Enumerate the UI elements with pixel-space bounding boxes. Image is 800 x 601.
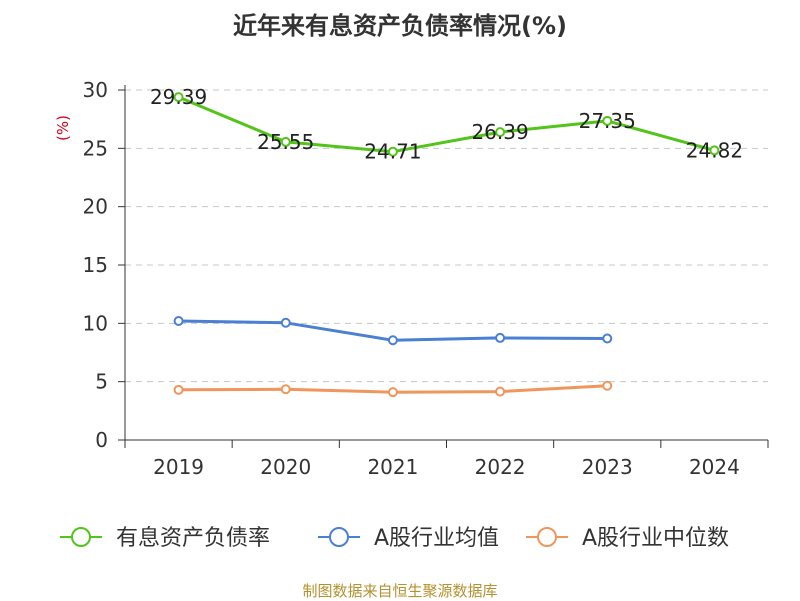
y-tick-label: 5 [95,370,108,394]
data-point [602,333,613,344]
legend-label: A股行业均值 [374,526,499,551]
x-tick-label: 2024 [689,455,740,479]
x-tick-label: 2023 [582,455,633,479]
data-label: 24.82 [686,138,743,162]
legend-marker [537,527,557,547]
y-tick-label: 15 [83,253,108,277]
legend-marker [71,527,91,547]
y-axis-label: (%) [54,115,72,141]
x-tick-label: 2019 [153,455,204,479]
y-tick-label: 25 [83,136,108,160]
data-label: 24.71 [364,140,421,164]
data-point [602,115,613,126]
legend-label: 有息资产负债率 [116,526,270,551]
legend-label: A股行业中位数 [582,526,729,551]
source-note: 制图数据来自恒生聚源数据库 [302,582,498,600]
data-point [387,146,398,157]
data-point [173,92,184,103]
data-point [495,386,506,397]
data-point [387,387,398,398]
data-point [173,384,184,395]
legend-marker [329,527,349,547]
data-label: 26.39 [471,120,528,144]
y-tick-label: 30 [83,78,108,102]
data-label: 25.55 [257,130,314,154]
data-label: 29.39 [150,85,207,109]
data-point [495,127,506,138]
data-point [709,145,720,156]
data-point [495,332,506,343]
data-point [280,317,291,328]
x-tick-label: 2022 [475,455,526,479]
data-point [280,136,291,147]
data-point [280,384,291,395]
y-tick-label: 20 [83,195,108,219]
data-label: 27.35 [579,109,636,133]
data-point [602,380,613,391]
series-line-0 [178,95,715,154]
y-tick-label: 10 [83,311,108,335]
chart-title: 近年来有息资产负债率情况(%) [233,12,567,40]
data-point [387,335,398,346]
x-tick-label: 2020 [260,455,311,479]
x-tick-label: 2021 [367,455,418,479]
y-tick-label: 0 [95,428,108,452]
data-point [173,316,184,326]
